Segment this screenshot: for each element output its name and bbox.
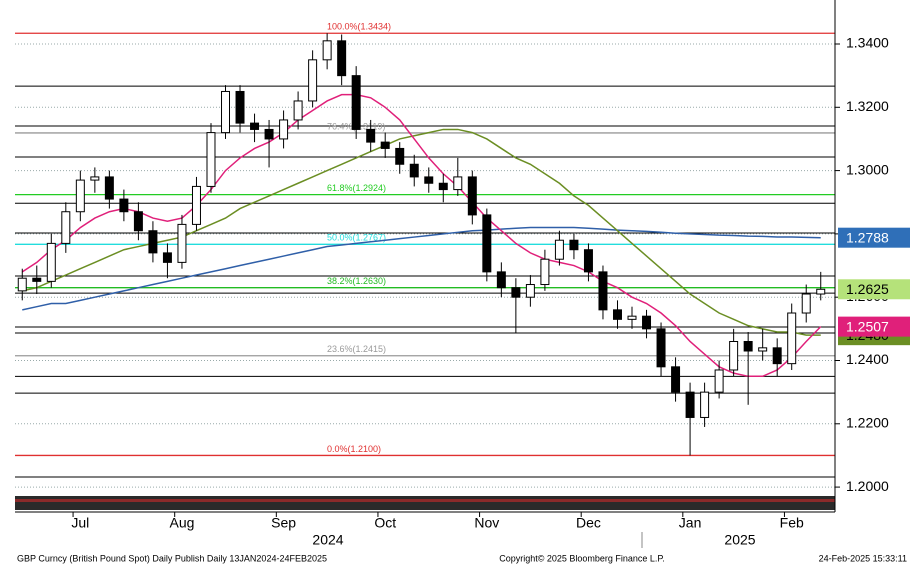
x-tick-label: Nov — [474, 515, 499, 531]
price-badge-label: 1.2507 — [846, 318, 889, 334]
candle-body — [772, 347, 782, 365]
candle-body — [366, 128, 376, 143]
candle-body — [453, 176, 463, 191]
candle-body — [148, 230, 158, 254]
candle-body — [569, 239, 579, 251]
candle-body — [162, 252, 172, 263]
plot-area: 100.0%(1.3434)76.4%(1.3119)61.8%(1.2924)… — [15, 22, 835, 488]
fib-label: 50.0%(1.2767) — [327, 233, 386, 243]
candle-body — [787, 312, 797, 365]
candle-body — [642, 315, 652, 330]
candle-body — [816, 288, 826, 295]
y-tick-label: 1.3000 — [846, 161, 889, 177]
bottom-band — [15, 496, 835, 510]
candle-body — [627, 315, 637, 320]
candle-body — [293, 100, 303, 121]
candle-body — [75, 179, 85, 213]
candle-body — [250, 122, 260, 130]
candle-body — [598, 271, 608, 311]
y-tick-label: 1.2000 — [846, 478, 889, 494]
candle-body — [554, 239, 564, 260]
candle-body — [671, 366, 681, 393]
candle-body — [264, 128, 274, 140]
candle-body — [685, 391, 695, 418]
candle-body — [395, 147, 405, 165]
candle-body — [729, 340, 739, 371]
candle-body — [308, 59, 318, 102]
candle-body — [743, 340, 753, 352]
timestamp: 24-Feb-2025 15:33:11 — [819, 553, 907, 563]
candle-body — [496, 271, 506, 289]
price-badge — [838, 316, 910, 337]
candle-body — [482, 214, 492, 273]
candle-body — [801, 293, 811, 314]
candle-body — [409, 163, 419, 178]
y-tick-label: 1.2200 — [846, 414, 889, 430]
x-tick-label: Sep — [271, 515, 296, 531]
fib-label: 38.2%(1.2630) — [327, 276, 386, 286]
fib-label: 100.0%(1.3434) — [327, 22, 391, 32]
candle-body — [337, 40, 347, 77]
candle-body — [279, 119, 289, 140]
fib-label: 61.8%(1.2924) — [327, 183, 386, 193]
candle-body — [119, 198, 129, 213]
year-label: 2024 — [312, 532, 343, 548]
candle-body — [177, 223, 187, 263]
candle-body — [714, 369, 724, 393]
x-tick-label: Jul — [71, 515, 89, 531]
candle-body — [351, 75, 361, 130]
candle-body — [380, 141, 390, 149]
candle-body — [438, 182, 448, 191]
x-tick-label: Oct — [374, 515, 396, 531]
candle-body — [424, 176, 434, 184]
candle-body — [758, 347, 768, 352]
candle-body — [206, 132, 216, 187]
y-tick-label: 1.2400 — [846, 351, 889, 367]
y-tick-label: 1.3200 — [846, 98, 889, 114]
candle-body — [235, 90, 245, 124]
x-tick-label: Jan — [679, 515, 702, 531]
chart-title: GBP Curncy (British Pound Spot) Daily Pu… — [17, 553, 327, 563]
candle-body — [191, 185, 201, 225]
candle-body — [511, 287, 521, 298]
fib-label: 23.6%(1.2415) — [327, 344, 386, 354]
candle-body — [540, 258, 550, 286]
candle-body — [17, 277, 27, 292]
candle-body — [322, 40, 332, 61]
candle-body — [61, 211, 71, 244]
price-badge — [838, 279, 910, 300]
candle-body — [612, 309, 622, 320]
moving-average-line — [21, 93, 822, 378]
candle-body — [46, 242, 56, 282]
candle-body — [133, 211, 143, 232]
x-tick-label: Dec — [576, 515, 601, 531]
candle-body — [656, 328, 666, 368]
candle-body — [221, 90, 231, 134]
x-tick-label: Feb — [780, 515, 804, 531]
price-badge-label: 1.2625 — [846, 281, 889, 297]
x-tick-label: Aug — [169, 515, 194, 531]
candle-body — [525, 284, 535, 298]
candle-body — [104, 176, 114, 200]
y-tick-label: 1.3400 — [846, 35, 889, 51]
price-badge-label: 1.2788 — [846, 229, 889, 245]
candle-body — [700, 391, 710, 418]
candle-body — [32, 277, 42, 282]
candle-body — [90, 176, 100, 181]
candle-body — [467, 176, 477, 216]
moving-average-line — [22, 226, 821, 311]
year-label: 2025 — [724, 532, 755, 548]
price-badge — [838, 227, 910, 248]
copyright: Copyright© 2025 Bloomberg Finance L.P. — [499, 553, 665, 563]
bottom-band-stripe — [15, 499, 835, 502]
fib-label: 0.0%(1.2100) — [327, 444, 381, 454]
candle-body — [583, 249, 593, 273]
